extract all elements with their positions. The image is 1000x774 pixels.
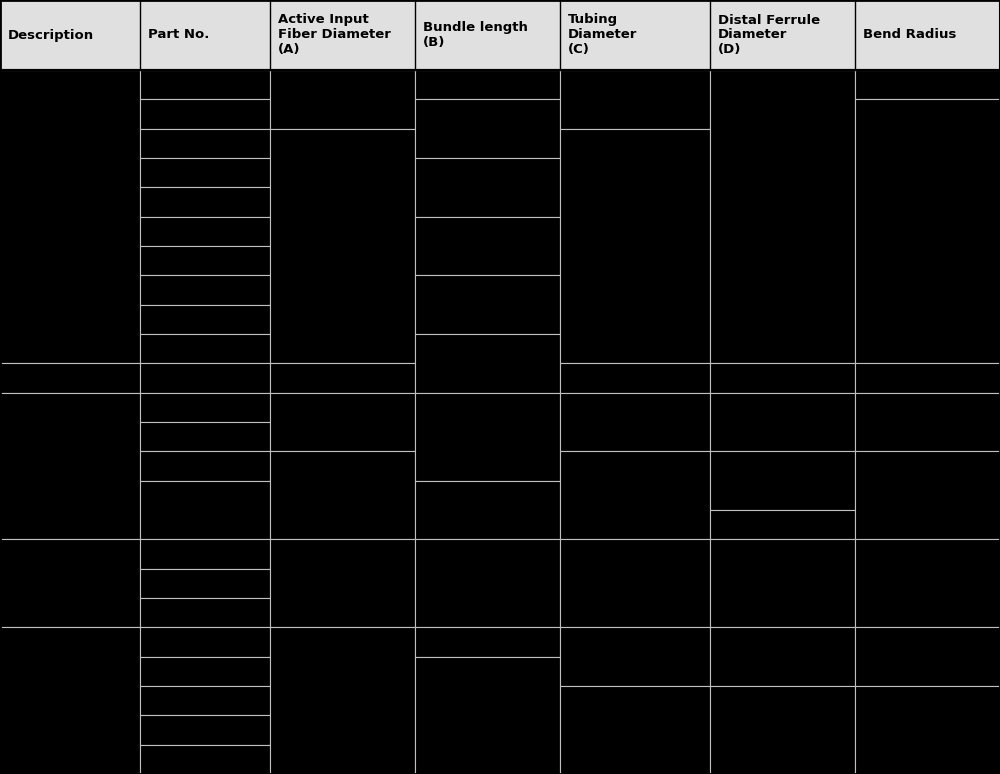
Bar (560, 70, 710, 128)
Bar (140, 363, 270, 392)
Bar (415, 334, 560, 392)
Bar (140, 451, 270, 481)
Bar (415, 392, 560, 481)
Bar (710, 628, 855, 686)
Bar (140, 598, 270, 628)
Bar (140, 334, 270, 363)
Bar (415, 628, 560, 656)
Bar (560, 392, 710, 451)
Bar (270, 363, 415, 392)
Bar (855, 539, 1000, 628)
Bar (270, 392, 415, 451)
Text: Bend Radius: Bend Radius (863, 29, 956, 42)
Bar (140, 628, 270, 656)
Bar (140, 539, 270, 569)
Bar (140, 128, 270, 158)
Bar (710, 363, 855, 392)
Bar (0, 70, 140, 363)
Bar (140, 392, 270, 422)
Bar (140, 305, 270, 334)
Bar (710, 510, 855, 539)
Bar (140, 569, 270, 598)
Bar (140, 745, 270, 774)
Text: Distal Ferrule
Diameter
(D): Distal Ferrule Diameter (D) (718, 13, 820, 57)
Bar (855, 628, 1000, 686)
Bar (0, 539, 140, 628)
Bar (415, 70, 560, 99)
Bar (270, 539, 415, 628)
Bar (270, 128, 415, 363)
Bar (140, 158, 270, 187)
Bar (140, 187, 270, 217)
Bar (560, 363, 710, 392)
Bar (140, 715, 270, 745)
Bar (415, 158, 560, 217)
Bar (710, 539, 855, 628)
Bar (0, 392, 140, 539)
Bar (270, 70, 415, 128)
Bar (415, 481, 560, 539)
Bar (140, 99, 270, 128)
Bar (855, 451, 1000, 539)
Bar (140, 246, 270, 276)
Bar (855, 686, 1000, 774)
Bar (140, 481, 270, 539)
Bar (415, 539, 560, 628)
Bar (710, 686, 855, 774)
Bar (415, 99, 560, 158)
Bar (140, 70, 270, 99)
Bar (140, 422, 270, 451)
Bar (270, 628, 415, 774)
Bar (560, 451, 710, 539)
Text: Description: Description (8, 29, 94, 42)
Bar (140, 656, 270, 686)
Bar (415, 276, 560, 334)
Text: Active Input
Fiber Diameter
(A): Active Input Fiber Diameter (A) (278, 13, 391, 57)
Bar (710, 392, 855, 451)
Bar (415, 217, 560, 276)
Bar (855, 99, 1000, 363)
Bar (855, 70, 1000, 99)
Bar (560, 539, 710, 628)
Bar (855, 363, 1000, 392)
Bar (0, 0, 1000, 70)
Bar (140, 686, 270, 715)
Bar (710, 451, 855, 510)
Text: Bundle length
(B): Bundle length (B) (423, 21, 528, 49)
Bar (0, 363, 140, 392)
Bar (140, 217, 270, 246)
Bar (560, 628, 710, 686)
Bar (855, 392, 1000, 451)
Text: Tubing
Diameter
(C): Tubing Diameter (C) (568, 13, 637, 57)
Bar (560, 128, 710, 363)
Bar (270, 451, 415, 539)
Bar (560, 686, 710, 774)
Bar (415, 656, 560, 774)
Text: Part No.: Part No. (148, 29, 209, 42)
Bar (710, 70, 855, 363)
Bar (140, 276, 270, 305)
Bar (0, 628, 140, 774)
